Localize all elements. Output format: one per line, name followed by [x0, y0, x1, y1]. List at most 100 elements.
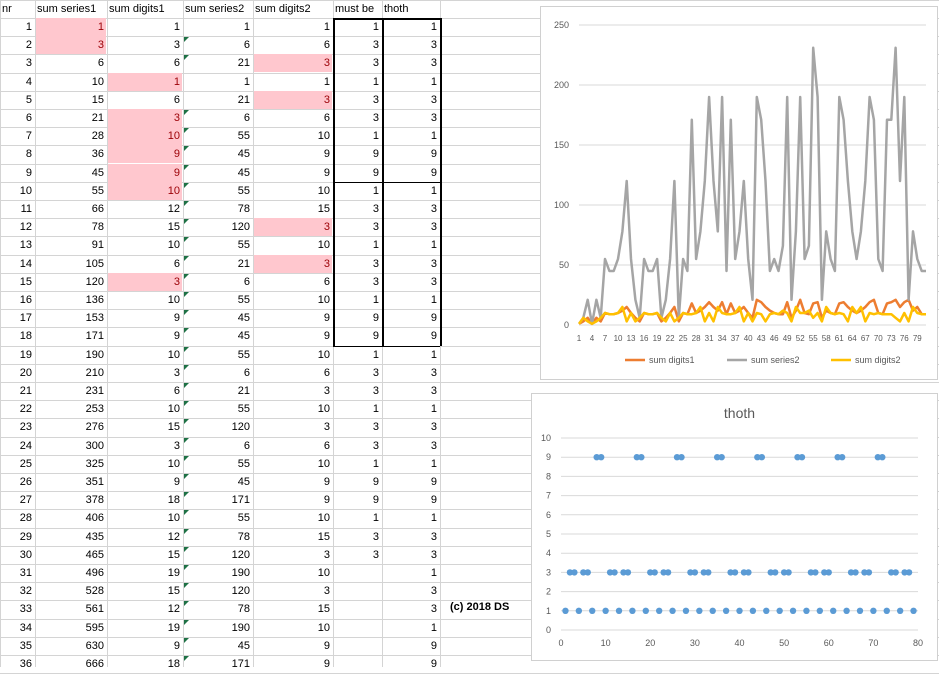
cell-sum-series2[interactable]: 120	[231, 548, 250, 561]
cell-thoth[interactable]: 9	[430, 148, 437, 161]
cell-sum-digits2[interactable]: 10	[317, 130, 330, 143]
cell-sum-digits2[interactable]: 9	[323, 312, 330, 325]
cell-nr[interactable]: 19	[19, 348, 32, 361]
cell-sum-digits1[interactable]: 6	[173, 385, 180, 397]
cell-sum-series2[interactable]: 6	[243, 112, 250, 124]
cell-sum-digits2[interactable]: 9	[323, 639, 330, 652]
cell-sum-series2[interactable]: 78	[237, 203, 250, 215]
cell-sum-digits2[interactable]: 10	[317, 184, 330, 197]
cell-sum-series2[interactable]: 55	[237, 239, 250, 252]
cell-sum-series2[interactable]: 45	[237, 639, 250, 652]
cell-thoth[interactable]: 3	[430, 221, 437, 234]
cell-sum-series2[interactable]: 6	[243, 275, 250, 288]
cell-sum-series2[interactable]: 120	[231, 421, 250, 434]
cell-sum-digits1[interactable]: 19	[167, 567, 180, 579]
cell-sum-digits1[interactable]: 18	[167, 658, 180, 670]
cell-nr[interactable]: 6	[25, 112, 32, 124]
cell-thoth[interactable]: 1	[430, 348, 437, 361]
cell-nr[interactable]: 20	[19, 366, 32, 379]
cell-sum-series1[interactable]: 190	[85, 348, 104, 361]
cell-sum-series1[interactable]: 3	[36, 36, 106, 55]
cell-must-be[interactable]: 9	[372, 166, 379, 179]
cell-sum-digits1[interactable]: 10	[108, 181, 182, 200]
cell-must-be[interactable]	[334, 564, 381, 582]
header-must-be[interactable]: must be	[335, 3, 375, 15]
cell-sum-digits2[interactable]: 3	[254, 54, 332, 73]
cell-sum-digits1[interactable]: 12	[167, 603, 180, 616]
cell-sum-digits2[interactable]: 10	[317, 403, 330, 416]
cell-sum-series1[interactable]: 28	[91, 130, 104, 143]
cell-sum-series1[interactable]: 210	[85, 366, 104, 379]
cell-sum-digits1[interactable]: 9	[108, 163, 182, 182]
cell-nr[interactable]: 12	[19, 221, 32, 234]
cell-sum-series2[interactable]: 21	[237, 93, 250, 106]
cell-must-be[interactable]: 3	[372, 57, 379, 70]
cell-sum-digits2[interactable]: 6	[323, 439, 330, 452]
cell-thoth[interactable]: 9	[430, 494, 437, 507]
cell-thoth[interactable]: 3	[430, 366, 437, 379]
cell-thoth[interactable]: 1	[430, 403, 437, 416]
cell-nr[interactable]: 4	[25, 75, 32, 88]
cell-sum-series2[interactable]: 55	[237, 457, 250, 470]
cell-sum-digits2[interactable]: 1	[323, 21, 330, 33]
cell-must-be[interactable]: 3	[372, 385, 379, 397]
cell-sum-series1[interactable]: 378	[85, 494, 104, 507]
cell-sum-digits1[interactable]: 15	[167, 421, 180, 434]
cell-sum-digits2[interactable]: 9	[323, 494, 330, 507]
cell-sum-digits2[interactable]: 10	[317, 621, 330, 634]
cell-thoth[interactable]: 9	[430, 166, 437, 179]
cell-nr[interactable]: 27	[19, 494, 32, 507]
cell-must-be[interactable]: 3	[372, 366, 379, 379]
cell-sum-digits1[interactable]: 1	[108, 72, 182, 91]
cell-sum-series2[interactable]: 21	[237, 57, 250, 70]
cell-thoth[interactable]: 3	[430, 603, 437, 616]
cell-must-be[interactable]: 3	[372, 548, 379, 561]
cell-sum-series1[interactable]: 496	[85, 567, 104, 579]
cell-sum-series1[interactable]: 105	[85, 257, 104, 270]
cell-sum-series2[interactable]: 21	[237, 257, 250, 270]
cell-must-be[interactable]: 1	[372, 348, 379, 361]
cell-thoth[interactable]: 3	[430, 439, 437, 452]
cell-sum-series2[interactable]: 6	[243, 39, 250, 52]
cell-sum-digits2[interactable]: 9	[323, 166, 330, 179]
cell-sum-series1[interactable]: 253	[85, 403, 104, 416]
cell-must-be[interactable]: 1	[372, 294, 379, 306]
cell-sum-digits1[interactable]: 10	[167, 294, 180, 306]
cell-sum-series1[interactable]: 666	[85, 658, 104, 670]
cell-sum-series2[interactable]: 45	[237, 312, 250, 325]
cell-thoth[interactable]: 3	[430, 585, 437, 598]
cell-sum-series1[interactable]: 66	[91, 203, 104, 215]
cell-sum-series2[interactable]: 120	[231, 221, 250, 234]
header-nr[interactable]: nr	[2, 3, 12, 15]
cell-thoth[interactable]: 1	[430, 294, 437, 306]
cell-thoth[interactable]: 9	[430, 312, 437, 325]
cell-sum-digits2[interactable]: 6	[323, 366, 330, 379]
cell-must-be[interactable]: 1	[372, 75, 379, 88]
cell-must-be[interactable]: 3	[372, 221, 379, 234]
cell-sum-digits1[interactable]: 3	[108, 109, 182, 127]
cell-sum-digits1[interactable]: 19	[167, 621, 180, 634]
cell-must-be[interactable]: 3	[372, 421, 379, 434]
cell-must-be[interactable]: 9	[372, 494, 379, 507]
cell-sum-series2[interactable]: 6	[243, 366, 250, 379]
cell-sum-series2[interactable]: 55	[237, 130, 250, 143]
cell-thoth[interactable]: 3	[430, 385, 437, 397]
cell-thoth[interactable]: 3	[430, 39, 437, 52]
cell-thoth[interactable]: 3	[430, 93, 437, 106]
cell-thoth[interactable]: 3	[430, 548, 437, 561]
cell-must-be[interactable]	[334, 637, 381, 655]
cell-nr[interactable]: 22	[19, 403, 32, 416]
cell-thoth[interactable]: 3	[430, 530, 437, 543]
cell-thoth[interactable]: 9	[430, 658, 437, 670]
cell-nr[interactable]: 17	[19, 312, 32, 325]
cell-sum-series1[interactable]: 465	[85, 548, 104, 561]
header-thoth[interactable]: thoth	[384, 3, 409, 15]
cell-sum-series2[interactable]: 45	[237, 166, 250, 179]
cell-sum-digits2[interactable]: 6	[323, 112, 330, 124]
cell-nr[interactable]: 29	[19, 530, 32, 543]
cell-sum-series2[interactable]: 190	[231, 567, 250, 579]
cell-sum-series2[interactable]: 45	[237, 148, 250, 161]
cell-sum-digits2[interactable]: 15	[317, 530, 330, 543]
cell-sum-series1[interactable]: 630	[85, 639, 104, 652]
cell-sum-digits2[interactable]: 10	[317, 239, 330, 252]
